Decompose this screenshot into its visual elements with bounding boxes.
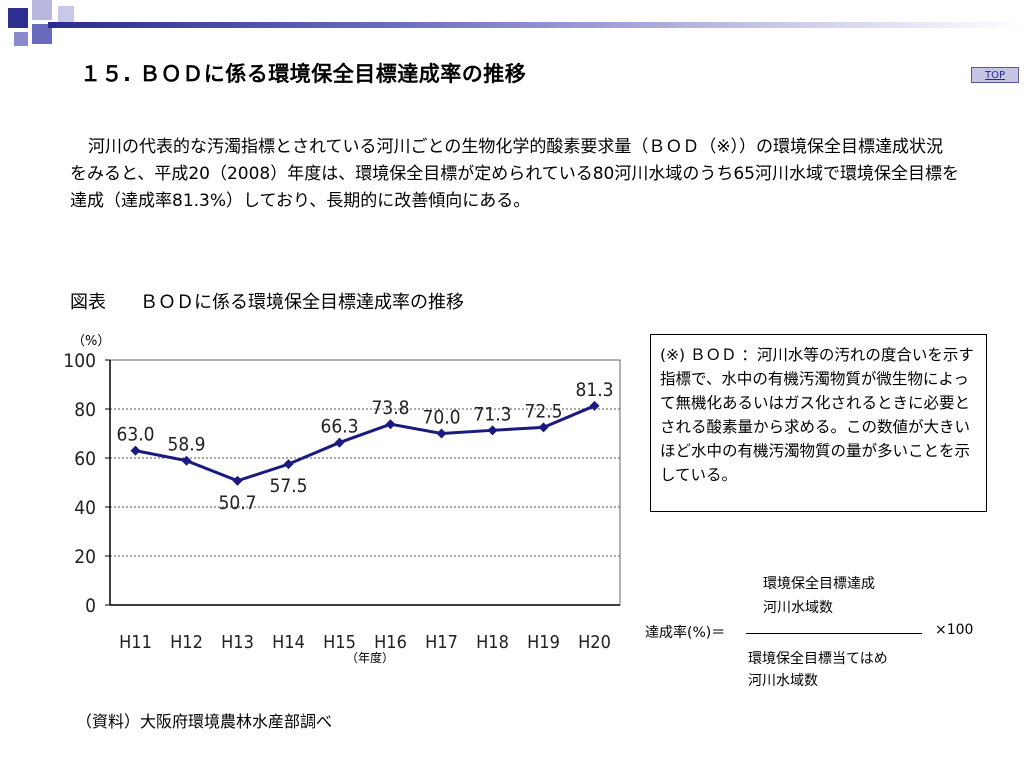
formula-denominator-line1: 環境保全目標当てはめ bbox=[748, 651, 888, 667]
figure-caption: ＢＯＤに係る環境保全目標達成率の推移 bbox=[140, 292, 464, 313]
figure-label: 図表 bbox=[70, 292, 106, 313]
line-chart: 0 20 40 60 80 100 H11 H12 H13 H14 H15 H16 H17 H18 H19… bbox=[63, 350, 621, 665]
x-tick-label: H12 bbox=[170, 632, 203, 653]
series-points bbox=[130, 400, 600, 486]
data-point bbox=[334, 437, 345, 448]
formula-denominator: 環境保全目標当てはめ 河川水域数 bbox=[748, 648, 888, 692]
x-tick-label: H17 bbox=[425, 632, 458, 653]
formula-numerator: 環境保全目標達成 河川水域数 bbox=[763, 572, 875, 620]
x-tick-label: H15 bbox=[323, 632, 356, 653]
intro-paragraph: 河川の代表的な汚濁指標とされている河川ごとの生物化学的酸素要求量（ＢＯＤ（※））… bbox=[70, 137, 959, 211]
value-label: 50.7 bbox=[218, 492, 256, 514]
y-tick-label: 100 bbox=[63, 350, 96, 372]
x-tick-label: H20 bbox=[578, 632, 611, 653]
data-point bbox=[232, 475, 243, 486]
y-tick-label: 0 bbox=[85, 595, 96, 617]
y-axis-unit: （%） bbox=[72, 334, 111, 349]
x-tick-label: H11 bbox=[119, 632, 152, 653]
x-tick-label: H13 bbox=[221, 632, 254, 653]
formula-lhs: 達成率(%)＝ bbox=[645, 625, 726, 641]
y-tick-label: 20 bbox=[74, 546, 96, 568]
y-tick-label: 60 bbox=[74, 448, 96, 470]
formula-numerator-line1: 環境保全目標達成 bbox=[763, 576, 875, 592]
value-label: 58.9 bbox=[167, 434, 205, 456]
source-note: （資料）大阪府環境農林水産部調べ bbox=[76, 712, 333, 731]
formula-multiplier: ×100 bbox=[935, 622, 974, 638]
header-gradient-bar bbox=[48, 22, 1024, 28]
chart-axes bbox=[105, 359, 621, 606]
data-point bbox=[436, 428, 447, 439]
value-labels: 63.0 58.9 50.7 57.5 66.3 73.8 70.0 71.3 72.5 81.3 bbox=[116, 379, 613, 514]
y-tick-label: 40 bbox=[74, 497, 96, 519]
page-title: １５. ＢＯＤに係る環境保全目標達成率の推移 bbox=[80, 62, 527, 86]
value-label: 63.0 bbox=[116, 424, 154, 446]
series-line bbox=[135, 404, 596, 483]
x-axis-label: （年度） bbox=[346, 650, 394, 665]
top-link-button[interactable]: TOP bbox=[971, 67, 1019, 83]
data-point bbox=[130, 445, 141, 456]
formula-denominator-line2: 河川水域数 bbox=[748, 673, 818, 689]
value-label: 57.5 bbox=[269, 475, 307, 497]
corner-square-light-2 bbox=[58, 6, 74, 22]
corner-square-mid-1 bbox=[32, 24, 52, 44]
data-point bbox=[538, 422, 549, 433]
formula-fraction-line bbox=[746, 633, 922, 634]
value-label: 81.3 bbox=[575, 379, 613, 401]
bod-note-box: (※) ＢＯＤ ：河川水等の汚れの度合いを示す指標で、水中の有機汚濁物質が微生物… bbox=[650, 334, 987, 512]
value-label: 66.3 bbox=[320, 416, 358, 438]
data-point bbox=[589, 400, 600, 411]
x-tick-label: H18 bbox=[476, 632, 509, 653]
value-label: 70.0 bbox=[422, 407, 460, 429]
x-tick-label: H16 bbox=[374, 632, 407, 653]
formula-numerator-line2: 河川水域数 bbox=[763, 600, 833, 616]
corner-square-light-1 bbox=[32, 0, 52, 20]
y-tick-labels: 0 20 40 60 80 100 bbox=[63, 350, 96, 617]
figure-title: 図表 ＢＯＤに係る環境保全目標達成率の推移 bbox=[70, 288, 464, 314]
data-point bbox=[181, 455, 192, 466]
data-point bbox=[487, 425, 498, 436]
chart-grid bbox=[110, 408, 620, 557]
x-tick-label: H14 bbox=[272, 632, 305, 653]
plot-frame bbox=[109, 359, 621, 606]
corner-square-dark-1 bbox=[8, 8, 28, 28]
x-tick-labels: H11 H12 H13 H14 H15 H16 H17 H18 H19 H20 bbox=[119, 632, 611, 653]
data-point bbox=[283, 459, 294, 470]
formula: 環境保全目標達成 河川水域数 達成率(%)＝ ×100 環境保全目標当てはめ 河… bbox=[645, 572, 985, 692]
value-label: 72.5 bbox=[524, 400, 562, 422]
y-tick-label: 80 bbox=[74, 399, 96, 421]
value-label: 71.3 bbox=[473, 403, 511, 425]
value-label: 73.8 bbox=[371, 397, 409, 419]
x-tick-label: H19 bbox=[527, 632, 560, 653]
corner-square-dark-2 bbox=[14, 32, 28, 46]
data-point bbox=[385, 419, 396, 430]
